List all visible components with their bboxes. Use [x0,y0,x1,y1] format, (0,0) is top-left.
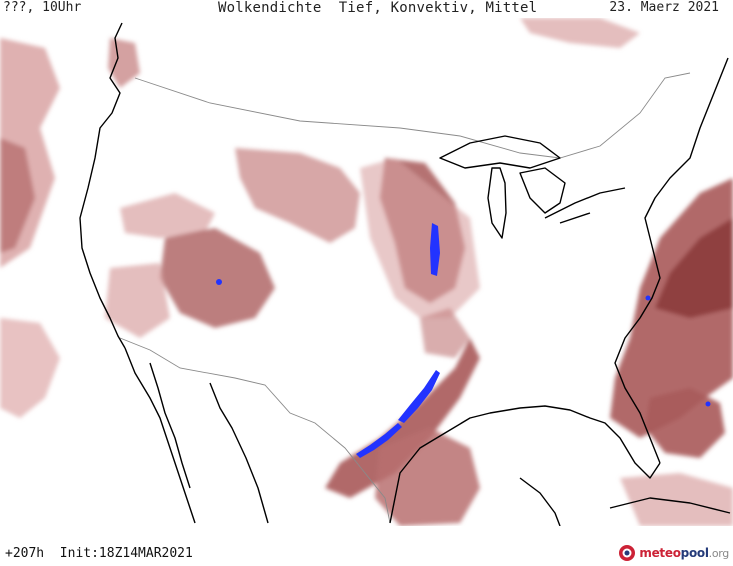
map-title: Wolkendichte Tief, Konvektiv, Mittel [218,0,538,16]
cloud-field-four-corners [160,228,275,328]
convective-core-atlantic [705,401,711,407]
logo-org: .org [708,547,730,560]
pacific-coastline [79,22,126,349]
border-layer [119,72,691,524]
cloud-field-atlantic-core [655,218,733,318]
cloud-field-oklahoma [420,308,470,358]
convective-core-kansas [430,223,440,276]
cloud-field-northwest-core [0,138,35,253]
valid-time-label: ???, 10Uhr [3,0,82,15]
cloud-field-texas-line [325,338,480,498]
lake-michigan [487,167,507,239]
cloud-field-montana [120,193,215,238]
cloud-field-southwest [105,263,170,338]
convective-core-virginia [645,295,651,301]
logo-pool: pool [680,546,709,560]
cloud-field-gulf-coast [375,428,480,526]
cloud-field-layer [0,18,733,526]
meteopool-logo: meteopool.org [618,542,729,564]
gulf-coastline [389,405,661,524]
convective-core-layer [216,223,711,458]
lake-superior [439,135,561,169]
cloud-field-bc-coast [108,38,140,88]
lake-erie-ontario [544,187,626,224]
coastline-layer [79,22,731,526]
valid-date: 23. Maerz 2021 [609,0,719,15]
gulf-of-california-coast [149,362,191,489]
cloud-field-central-plains-outer [360,158,480,318]
meteopool-logo-icon [619,545,636,561]
cloud-field-caribbean [620,473,733,526]
cloud-field-west-coast [0,318,60,418]
lake-huron [519,167,566,214]
forecast-init-label: +207h Init:18Z14MAR2021 [5,546,193,561]
convective-core-colorado [216,279,222,285]
convective-core-texas-south [356,423,402,458]
baja-coastline [124,347,196,524]
logo-meteo: meteo [639,546,681,560]
yucatan-coastline [519,477,561,526]
convective-core-texas-north [398,370,440,423]
logo-wordmark: meteopool.org [639,546,729,560]
atlantic-coastline [614,57,729,464]
cloud-field-northern-plains [235,148,360,243]
mexico-pacific-coast [209,382,269,524]
us-mexico-border [119,337,391,524]
cloud-density-map [0,18,733,526]
cloud-field-florida-low [645,388,725,458]
cloud-field-new-england [520,18,640,48]
us-canada-border [134,72,691,159]
cuba-coastline [609,497,731,514]
